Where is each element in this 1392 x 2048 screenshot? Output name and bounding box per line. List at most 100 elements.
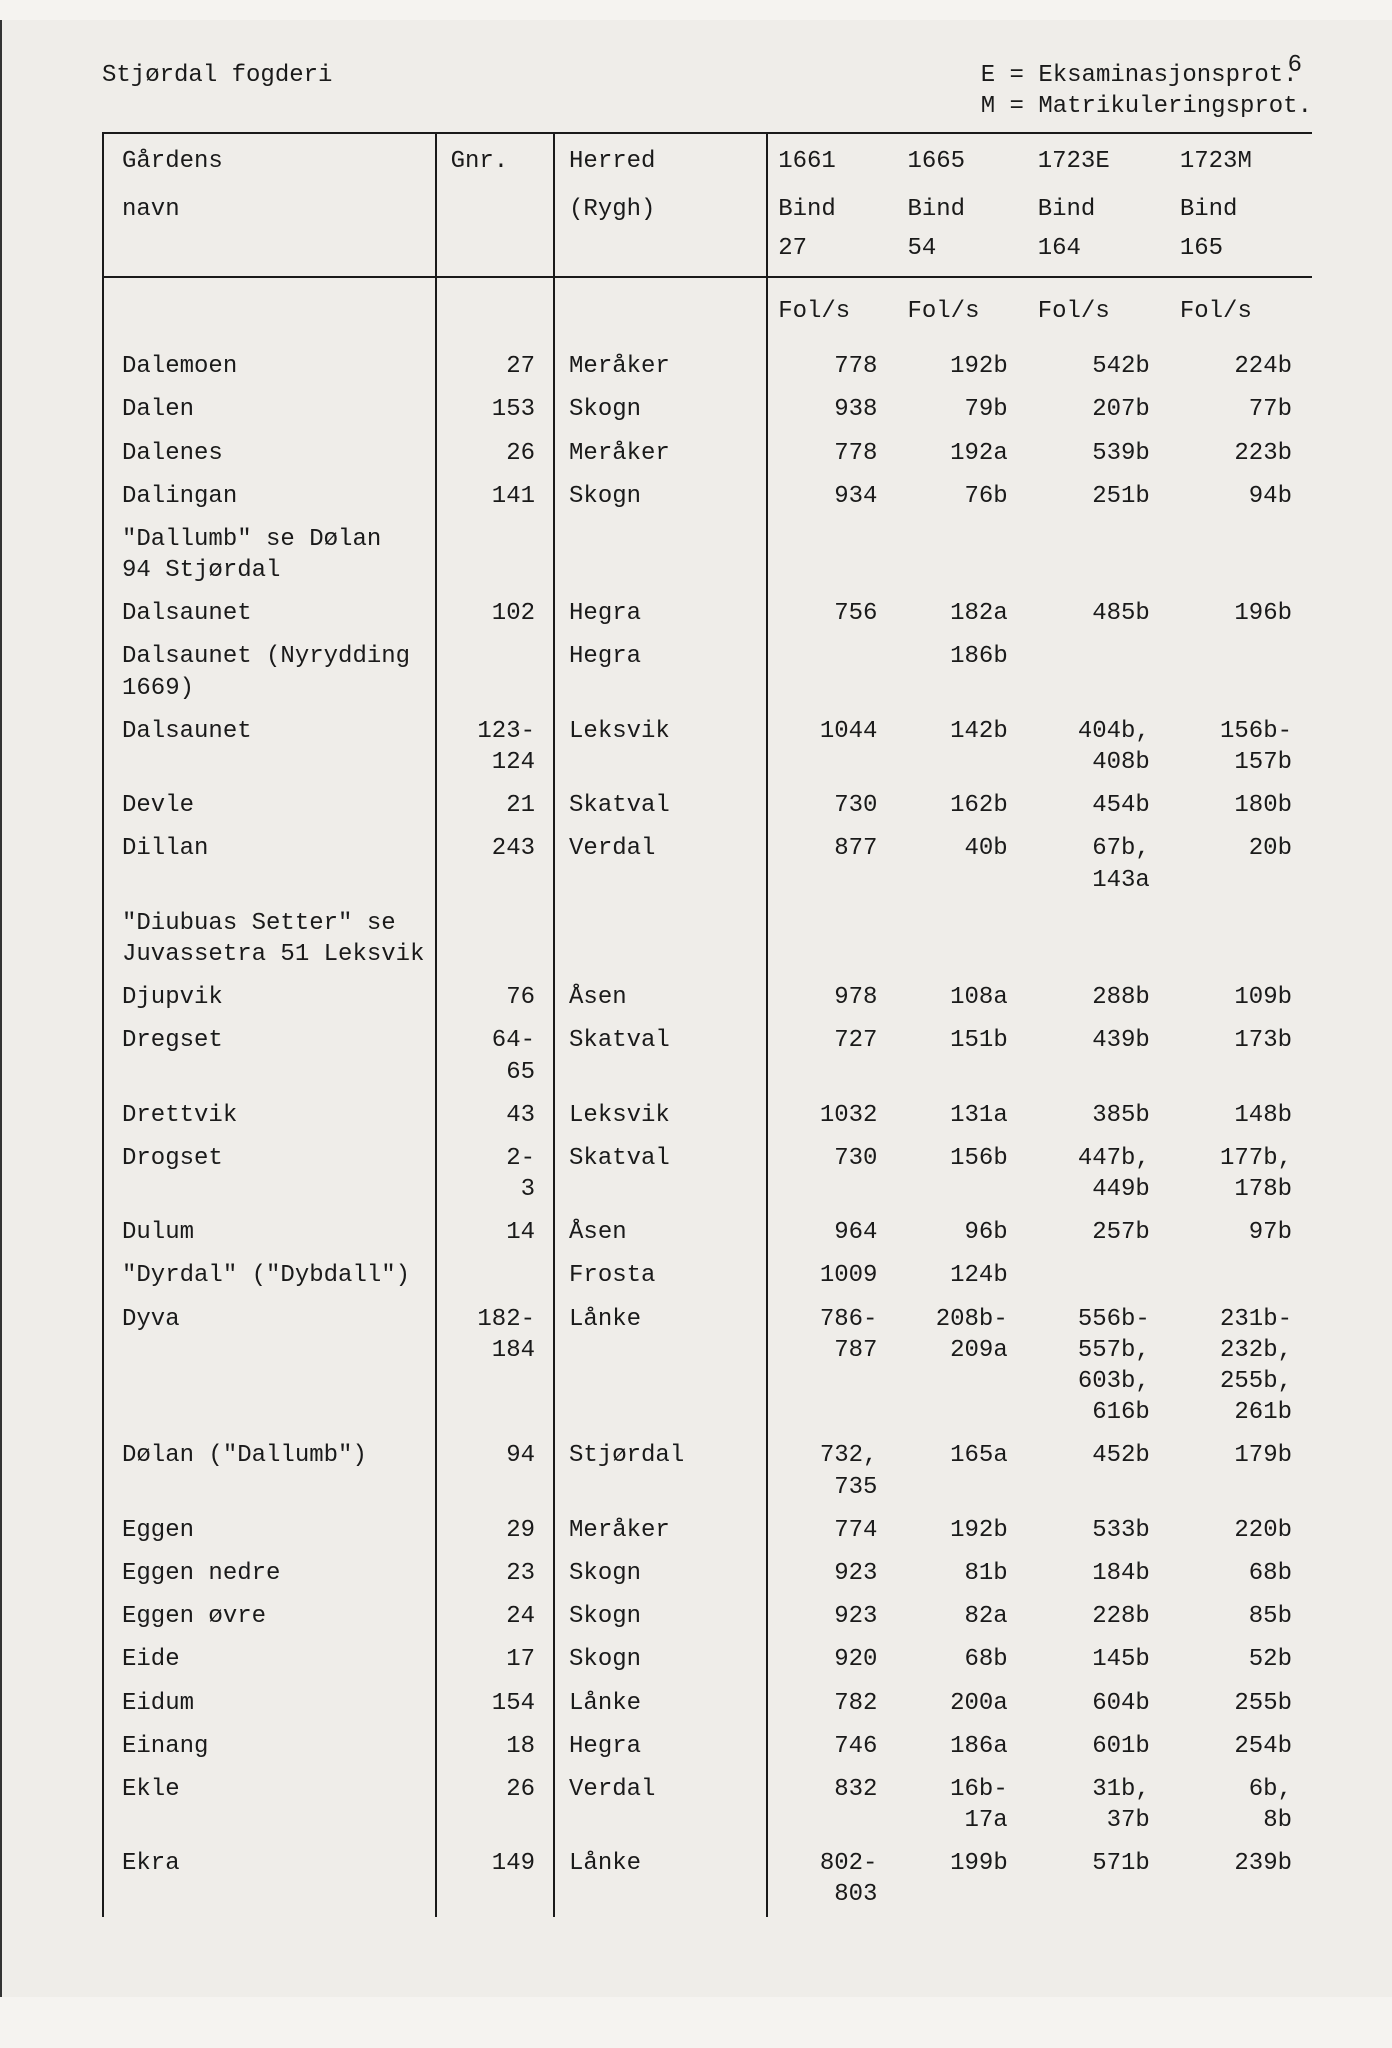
cell-c1723e: 452b [1028,1434,1170,1508]
cell-c1723m [1170,1254,1312,1297]
table-header: Gårdens Gnr. Herred 1661 1665 1723E 1723… [104,134,1312,277]
table-row: Ekra149Lånke802- 803199b571b239b [104,1842,1312,1916]
cell-herred: Meråker [554,345,767,388]
cell-c1661: 934 [767,475,897,518]
cell-gnr: 76 [436,976,554,1019]
cell-c1661: 877 [767,827,897,901]
cell-c1723e: 556b- 557b, 603b, 616b [1028,1298,1170,1435]
cell-herred: Skogn [554,388,767,431]
table-row: Ekle26Verdal83216b- 17a31b, 37b6b, 8b [104,1768,1312,1842]
cell-herred: Skogn [554,1595,767,1638]
cell-c1661: 778 [767,345,897,388]
col-1661-header: 1661 [767,134,897,181]
cell-herred: Verdal [554,1768,767,1842]
document-header: Stjørdal fogderi E = Eksaminasjonsprot. … [102,60,1312,122]
cell-navn: Einang [104,1725,436,1768]
cell-c1723m [1170,518,1312,592]
table-body: Fol/s Fol/s Fol/s Fol/s Dalemoen27Meråke… [104,277,1312,1917]
cell-c1665: 186a [897,1725,1027,1768]
fols-navn [104,277,436,345]
cell-c1723e: 207b [1028,388,1170,431]
cell-gnr: 26 [436,432,554,475]
cell-navn: Drettvik [104,1094,436,1137]
cell-c1723m: 239b [1170,1842,1312,1916]
cell-c1665: 208b- 209a [897,1298,1027,1435]
cell-herred: Lånke [554,1682,767,1725]
col-herred-header-3 [554,229,767,277]
table-row: Drogset2- 3Skatval730156b447b, 449b177b,… [104,1137,1312,1211]
cell-c1665: 192a [897,432,1027,475]
table-row: "Diubuas Setter" se Juvassetra 51 Leksvi… [104,902,1312,976]
cell-c1723m: 180b [1170,784,1312,827]
cell-c1723e: 251b [1028,475,1170,518]
cell-c1665: 16b- 17a [897,1768,1027,1842]
cell-c1723e [1028,635,1170,709]
cell-herred: Frosta [554,1254,767,1297]
cell-c1723m: 94b [1170,475,1312,518]
cell-c1723m: 6b, 8b [1170,1768,1312,1842]
cell-gnr: 182- 184 [436,1298,554,1435]
cell-gnr: 141 [436,475,554,518]
header-title: Stjørdal fogderi [102,60,332,122]
cell-c1665: 108a [897,976,1027,1019]
cell-gnr: 43 [436,1094,554,1137]
col-gnr-header: Gnr. [436,134,554,181]
cell-navn: Dyva [104,1298,436,1435]
cell-c1665: 81b [897,1552,1027,1595]
cell-navn: Eggen øvre [104,1595,436,1638]
data-table: Gårdens Gnr. Herred 1661 1665 1723E 1723… [104,134,1312,1916]
cell-herred: Åsen [554,976,767,1019]
cell-gnr: 2- 3 [436,1137,554,1211]
cell-c1723e: 145b [1028,1638,1170,1681]
col-herred-header: Herred [554,134,767,181]
col-navn-header-2: navn [104,182,436,229]
cell-c1665: 96b [897,1211,1027,1254]
fols-1723m: Fol/s [1170,277,1312,345]
cell-navn: Dillan [104,827,436,901]
cell-c1665: 192b [897,345,1027,388]
fols-1665: Fol/s [897,277,1027,345]
cell-herred: Skatval [554,1019,767,1093]
cell-c1665: 165a [897,1434,1027,1508]
table-row: Einang18Hegra746186a601b254b [104,1725,1312,1768]
cell-c1723m: 254b [1170,1725,1312,1768]
cell-c1661: 746 [767,1725,897,1768]
cell-navn: "Dallumb" se Dølan 94 Stjørdal [104,518,436,592]
cell-c1723m: 196b [1170,592,1312,635]
cell-c1665: 186b [897,635,1027,709]
cell-c1723m: 156b- 157b [1170,710,1312,784]
cell-c1661: 778 [767,432,897,475]
cell-navn: Devle [104,784,436,827]
cell-gnr: 123- 124 [436,710,554,784]
col-1661-header-2: Bind [767,182,897,229]
cell-c1723e: 604b [1028,1682,1170,1725]
cell-c1723m: 173b [1170,1019,1312,1093]
table-row: "Dyrdal" ("Dybdall")Frosta1009124b [104,1254,1312,1297]
cell-c1723m [1170,902,1312,976]
cell-navn: Dalingan [104,475,436,518]
cell-c1661: 923 [767,1595,897,1638]
cell-c1665: 82a [897,1595,1027,1638]
cell-gnr: 17 [436,1638,554,1681]
cell-gnr: 27 [436,345,554,388]
cell-c1723e [1028,1254,1170,1297]
cell-c1665: 182a [897,592,1027,635]
table-row: Dølan ("Dallumb")94Stjørdal732, 735165a4… [104,1434,1312,1508]
col-1661-header-3: 27 [767,229,897,277]
cell-c1723m: 223b [1170,432,1312,475]
cell-c1661: 978 [767,976,897,1019]
header-legend: E = Eksaminasjonsprot. M = Matrikulering… [981,60,1312,122]
table-row: Eggen29Meråker774192b533b220b [104,1509,1312,1552]
cell-navn: "Diubuas Setter" se Juvassetra 51 Leksvi… [104,902,436,976]
cell-herred: Meråker [554,432,767,475]
cell-navn: Dalenes [104,432,436,475]
cell-c1661: 1009 [767,1254,897,1297]
col-1723m-header: 1723M [1170,134,1312,181]
col-navn-header: Gårdens [104,134,436,181]
cell-gnr: 21 [436,784,554,827]
cell-c1723m: 97b [1170,1211,1312,1254]
col-herred-header-2: (Rygh) [554,182,767,229]
cell-c1665: 199b [897,1842,1027,1916]
cell-c1665: 76b [897,475,1027,518]
cell-c1723e: 404b, 408b [1028,710,1170,784]
